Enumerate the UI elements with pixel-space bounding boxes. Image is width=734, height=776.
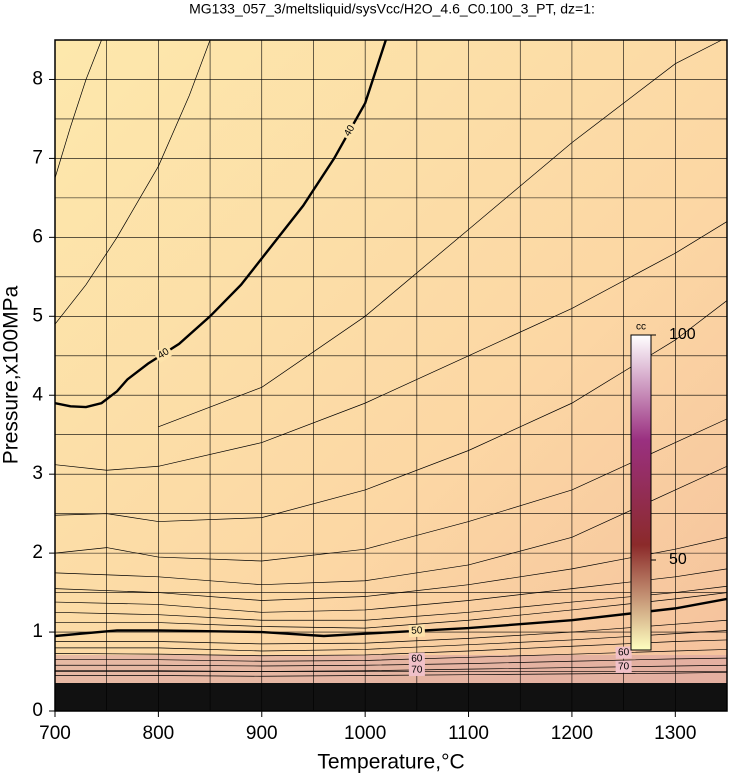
contour-line (55, 465, 727, 586)
contour-label-bg (408, 663, 425, 677)
contour-label-bg (153, 344, 174, 364)
chart-title: MG133_057_3/meltsliquid/sysVcc/H2O_4.6_C… (189, 1, 595, 17)
contour-line (55, 568, 727, 613)
plot-frame (54, 39, 728, 712)
contour-label-bg (408, 624, 426, 638)
dense-contour-band (55, 683, 727, 711)
contour-line (55, 597, 727, 638)
colorbar-title: cc (636, 322, 646, 333)
contour-line (55, 221, 727, 471)
contour-line (55, 40, 387, 409)
contour-line (55, 592, 727, 629)
colorbar-tick-label: 100 (669, 326, 696, 343)
y-tick-label: 5 (32, 305, 43, 326)
colorbar-tick-label: 50 (669, 551, 687, 568)
contour-label: 40 (342, 123, 357, 138)
y-tick-label: 8 (32, 68, 43, 89)
colorbar (630, 334, 652, 651)
contour-label-bg (615, 660, 632, 673)
x-tick-label: 1100 (448, 723, 489, 744)
contour-label: 60 (411, 653, 423, 664)
contour-line (55, 40, 211, 325)
plot-background (55, 40, 727, 711)
x-tick-label: 700 (39, 723, 71, 744)
contour-line (55, 630, 727, 652)
contour-line (158, 40, 722, 428)
contour-label-bg (615, 646, 632, 659)
y-tick-label: 7 (32, 147, 43, 168)
x-tick-label: 1200 (551, 723, 593, 744)
contour-line (55, 585, 727, 621)
y-tick-label: 4 (32, 384, 43, 405)
contour-label-bg (408, 652, 426, 666)
x-tick-label: 800 (143, 723, 175, 744)
contour-label-bg (340, 120, 359, 141)
x-tick-label: 900 (246, 723, 278, 744)
contour-label: 50 (411, 625, 423, 637)
y-axis-label: Pressure,x100MPa (0, 285, 23, 464)
x-tick-label: 1000 (344, 723, 386, 744)
y-tick-label: 3 (32, 463, 43, 484)
x-axis-label: Temperature,°C (317, 751, 464, 774)
x-tick-label: 1300 (654, 723, 696, 744)
contour-line (55, 40, 102, 179)
y-tick-label: 1 (32, 621, 43, 642)
contour-label: 70 (411, 665, 423, 676)
contour-line (55, 536, 727, 601)
contour-label: 60 (618, 647, 630, 658)
y-tick-label: 6 (32, 226, 43, 247)
y-tick-label: 2 (32, 542, 43, 563)
y-tick-label: 0 (32, 700, 43, 721)
contour-label: 70 (618, 661, 630, 672)
contour-line (55, 619, 727, 645)
